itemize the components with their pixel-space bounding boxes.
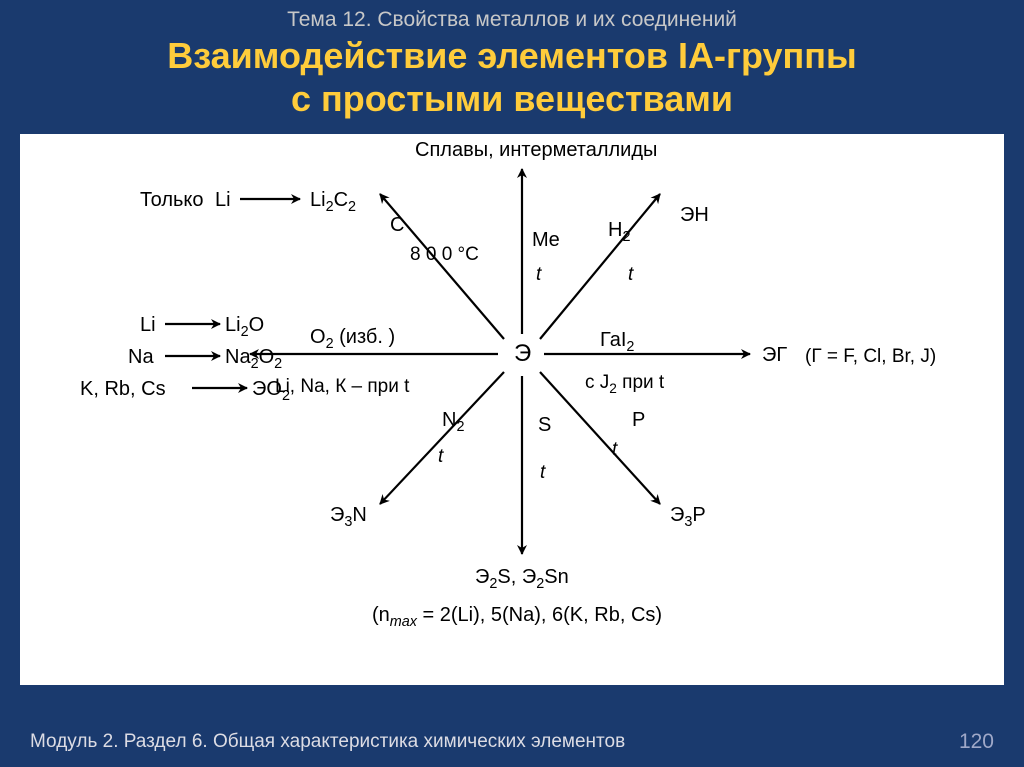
reagent-label: O2 (изб. ) [310, 326, 395, 352]
condition-label: t [612, 439, 617, 461]
topic-text: Тема 12. Свойства металлов и их соединен… [0, 8, 1024, 32]
slide-footer: Модуль 2. Раздел 6. Общая характеристика… [0, 717, 1024, 767]
condition-label: t [540, 462, 545, 484]
condition-label: t [628, 264, 633, 286]
page-number: 120 [959, 730, 994, 754]
product-label: ЭH [680, 204, 709, 227]
product-label: ЭГ [762, 344, 787, 367]
condition-label: t [536, 264, 541, 286]
left-label: Только [140, 189, 204, 212]
arrows-layer [20, 134, 1004, 685]
left-label: Li2C2 [310, 189, 356, 215]
reagent-label: Me [532, 229, 560, 252]
condition-label: 8 0 0 °C [410, 244, 479, 266]
reagent-label: ГаI2 [600, 329, 634, 355]
product-label: Э3P [670, 504, 706, 530]
diagram-area: Сплавы, интерметаллиды Э Me t H2 t ЭH ГаI2 c J2 … [20, 132, 1004, 687]
reagent-label: H2 [608, 219, 630, 245]
condition-label: Li, Na, К – при t [275, 376, 409, 398]
left-label: ЭO2 [252, 378, 290, 404]
left-label: Na [128, 346, 154, 369]
footer-text: Модуль 2. Раздел 6. Общая характеристика… [30, 731, 959, 753]
left-label: Li [215, 189, 231, 212]
left-label: Na2O2 [225, 346, 282, 372]
left-label: K, Rb, Cs [80, 378, 166, 401]
product-label: Э3N [330, 504, 367, 530]
condition-label: c J2 при t [585, 372, 664, 396]
center-element: Э [514, 340, 531, 368]
condition-label: t [438, 446, 443, 468]
reagent-label: P [632, 409, 645, 432]
bottom-label: Э2S, Э2Sn [475, 566, 569, 592]
left-label: Li2O [225, 314, 264, 340]
reagent-label: N2 [442, 409, 464, 435]
bottom-label: (nmax = 2(Li), 5(Na), 6(K, Rb, Cs) [372, 604, 662, 630]
reagent-label: C [390, 214, 404, 237]
left-label: Li [140, 314, 156, 337]
reagent-label: S [538, 414, 551, 437]
slide: Тема 12. Свойства металлов и их соединен… [0, 0, 1024, 767]
extra-label: (Г = F, Cl, Br, J) [805, 346, 936, 368]
top-caption: Сплавы, интерметаллиды [415, 139, 657, 162]
slide-header: Тема 12. Свойства металлов и их соединен… [0, 0, 1024, 124]
slide-title: Взаимодействие элементов IА-группы с про… [0, 34, 1024, 120]
